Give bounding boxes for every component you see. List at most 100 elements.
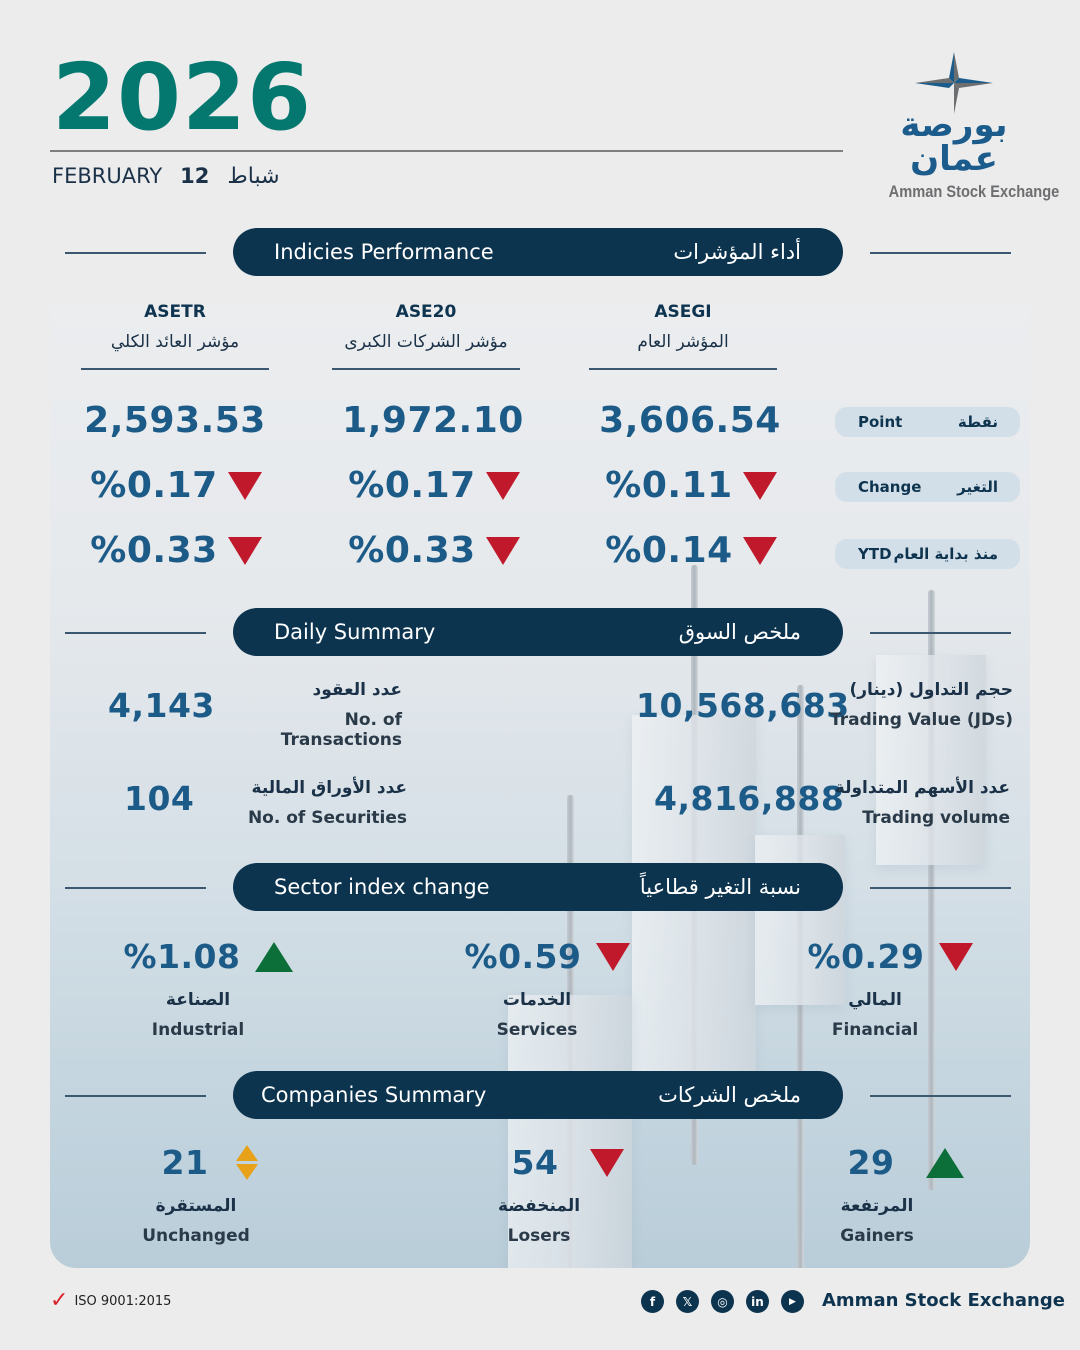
down-arrow-icon: [938, 942, 973, 971]
x-twitter-icon[interactable]: 𝕏: [676, 1290, 699, 1313]
section-sector: Sector index change نسبة التغير قطاعياً: [0, 863, 1080, 911]
index-rule: [332, 368, 520, 370]
logo-name-ar: بورصة عمان: [900, 105, 1008, 179]
trading-volume-label: عدد الأسهم المتداولة Trading volume: [834, 778, 1010, 828]
linkedin-icon[interactable]: in: [746, 1290, 769, 1313]
section-indices: Indicies Performance أداء المؤشرات: [0, 228, 1080, 276]
down-arrow-icon: [595, 942, 630, 971]
companies-unchanged: 21 المستقرة Unchanged: [90, 1143, 330, 1246]
section-rule-right: [870, 252, 1011, 254]
down-arrow-icon: [485, 536, 520, 565]
down-arrow-icon: [227, 536, 262, 565]
instagram-icon[interactable]: ◎: [711, 1290, 734, 1313]
section-title-ar: نسبة التغير قطاعياً: [639, 875, 801, 899]
index-heading-ase20: ASE20 مؤشر الشركات الكبرى: [332, 302, 520, 370]
section-pill: Indicies Performance أداء المؤشرات: [233, 228, 843, 276]
section-rule-left: [65, 887, 206, 889]
row-label-en: YTD: [858, 545, 892, 563]
index-code: ASE20: [395, 302, 457, 322]
youtube-icon[interactable]: ▶: [781, 1290, 804, 1313]
day: 12: [180, 164, 210, 188]
index-rule: [81, 368, 269, 370]
down-arrow-icon: [742, 471, 777, 500]
section-pill: Sector index change نسبة التغير قطاعياً: [233, 863, 843, 911]
down-arrow-icon: [227, 471, 262, 500]
trading-value-label: حجم التداول (دينار) Trading Value (JDs): [830, 680, 1013, 730]
unchanged-arrows-icon: [236, 1145, 259, 1180]
point-value-asegi: 3,606.54: [599, 400, 781, 441]
index-heading-asetr: ASETR مؤشر العائد الكلي: [81, 302, 269, 370]
header-divider: [50, 150, 843, 152]
point-value-asetr: 2,593.53: [84, 400, 266, 441]
section-rule-left: [65, 252, 206, 254]
check-icon: ✓: [50, 1288, 69, 1313]
candlestick-decoration: [876, 590, 986, 1190]
index-heading-asegi: ASEGI المؤشر العام: [589, 302, 777, 370]
report-date: FEBRUARY 12 شباط: [52, 164, 280, 189]
logo-name-en: Amman Stock Exchange: [888, 182, 1060, 201]
up-arrow-icon: [926, 1147, 965, 1178]
index-code: ASEGI: [654, 302, 712, 322]
section-title-en: Sector index change: [274, 875, 490, 899]
sector-services: %0.59 الخدمات Services: [427, 937, 667, 1040]
social-links: f 𝕏 ◎ in ▶: [641, 1290, 804, 1313]
month-en: FEBRUARY: [52, 164, 163, 188]
change-value-ase20: %0.17: [314, 465, 554, 506]
section-rule-right: [870, 1095, 1011, 1097]
section-companies: Companies Summary ملخص الشركات: [0, 1071, 1080, 1119]
up-arrow-icon: [254, 941, 293, 972]
index-code: ASETR: [144, 302, 206, 322]
ase-logo: بورصة عمان Amman Stock Exchange: [878, 52, 1060, 202]
row-label-en: Point: [858, 413, 903, 431]
row-label-ar: التغير: [957, 478, 998, 496]
securities-label: عدد الأوراق المالية No. of Securities: [247, 778, 407, 828]
section-pill: Daily Summary ملخص السوق: [233, 608, 843, 656]
section-pill: Companies Summary ملخص الشركات: [233, 1071, 843, 1119]
month-ar: شباط: [227, 164, 280, 189]
index-name-ar: مؤشر العائد الكلي: [110, 332, 240, 352]
index-name-ar: المؤشر العام: [637, 332, 729, 352]
row-label-change: Change التغير: [835, 472, 1020, 502]
index-name-ar: مؤشر الشركات الكبرى: [344, 332, 508, 352]
row-label-ar: منذ بداية العام: [893, 545, 998, 563]
sector-industrial: %1.08 الصناعة Industrial: [88, 937, 328, 1040]
row-label-point: Point نقطة: [835, 407, 1020, 437]
change-value-asetr: %0.17: [56, 465, 296, 506]
candlestick-decoration: [508, 795, 632, 1268]
iso-certification: ✓ ISO 9001:2015: [50, 1288, 172, 1313]
down-arrow-icon: [590, 1148, 625, 1177]
change-value-asegi: %0.11: [571, 465, 811, 506]
row-label-ar: نقطة: [957, 413, 998, 431]
sector-financial: %0.29 المالي Financial: [770, 937, 1010, 1040]
section-rule-left: [65, 632, 206, 634]
companies-gainers: 29 المرتفعة Gainers: [786, 1143, 1026, 1246]
trading-volume-value: 4,816,888: [654, 779, 845, 818]
down-arrow-icon: [742, 536, 777, 565]
section-rule-right: [870, 632, 1011, 634]
section-rule-right: [870, 887, 1011, 889]
down-arrow-icon: [485, 471, 520, 500]
section-title-en: Indicies Performance: [274, 240, 494, 264]
row-label-en: Change: [858, 478, 922, 496]
star-logo-icon: [915, 52, 993, 114]
index-rule: [589, 368, 777, 370]
section-title-ar: ملخص السوق: [678, 620, 801, 644]
ytd-value-ase20: %0.33: [314, 530, 554, 571]
facebook-icon[interactable]: f: [641, 1290, 664, 1313]
report-year: 2026: [52, 44, 313, 151]
transactions-value: 4,143: [108, 686, 215, 725]
section-title-ar: ملخص الشركات: [658, 1083, 801, 1107]
section-rule-left: [65, 1095, 206, 1097]
transactions-label: عدد العقود No. of Transactions: [280, 680, 402, 750]
section-daily: Daily Summary ملخص السوق: [0, 608, 1080, 656]
securities-value: 104: [124, 779, 195, 818]
section-title-ar: أداء المؤشرات: [673, 240, 801, 264]
row-label-ytd: YTD منذ بداية العام: [835, 539, 1020, 569]
footer-brand: Amman Stock Exchange: [822, 1290, 1065, 1311]
ytd-value-asetr: %0.33: [56, 530, 296, 571]
point-value-ase20: 1,972.10: [342, 400, 524, 441]
section-title-en: Daily Summary: [274, 620, 436, 644]
companies-losers: 54 المنخفضة Losers: [448, 1143, 688, 1246]
trading-value-value: 10,568,683: [636, 686, 850, 725]
section-title-en: Companies Summary: [261, 1083, 487, 1107]
